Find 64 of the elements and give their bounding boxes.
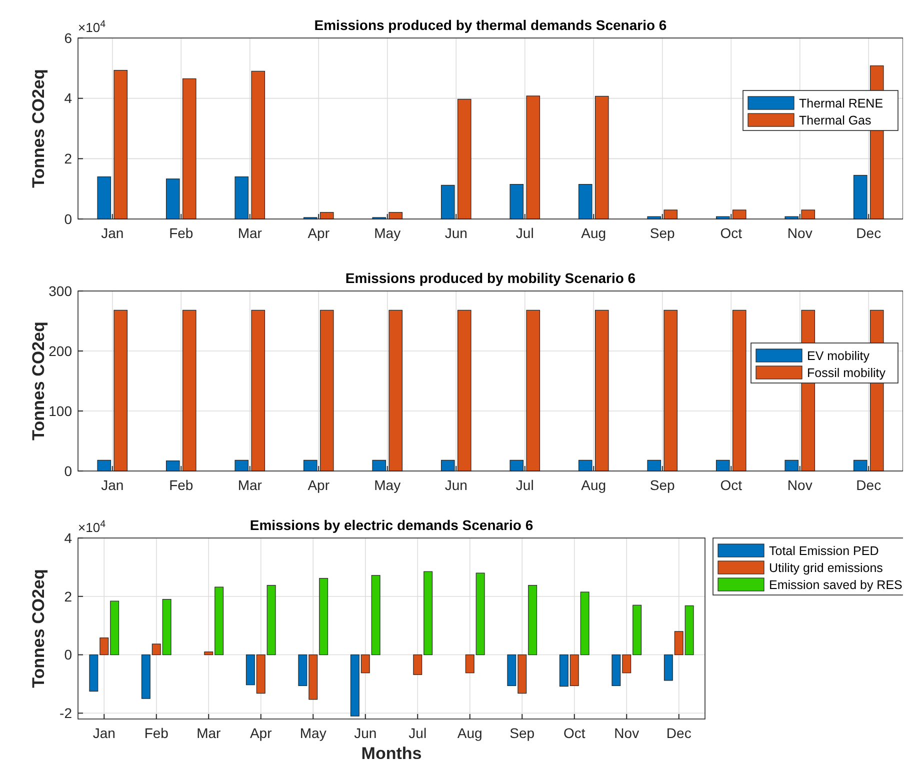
x-tick-label: Mar [238,225,262,241]
legend-label: Fossil mobility [807,366,886,380]
x-tick-label: Mar [238,477,262,493]
chart-title: Emissions produced by mobility Scenario 6 [345,270,636,286]
y-tick-label: 100 [48,402,72,419]
chart-title: Emissions produced by thermal demands Scenario 6 [314,17,667,33]
x-tick-label: Dec [856,477,882,493]
y-tick-label: 300 [48,282,72,299]
legend-label: Utility grid emissions [769,560,883,575]
x-tick-label: Sep [650,477,676,493]
x-tick-label: Oct [720,225,742,241]
x-tick-label: Dec [856,225,882,241]
y-tick-label: 6 [64,30,72,46]
y-tick-label: 200 [48,342,72,359]
y-tick-label: 2 [64,588,72,604]
x-tick-label: Sep [650,225,676,241]
y-tick-label: -2 [60,705,72,722]
x-tick-label: May [300,725,326,741]
legend-label: Total Emission PED [769,544,879,558]
y-axis-title: Tonnes CO2eq [29,322,48,440]
x-tick-label: Nov [614,725,640,741]
x-tick-label: Aug [581,477,606,493]
x-tick-label: May [374,477,401,493]
x-tick-label: Jan [92,725,116,741]
x-tick-label: Aug [457,725,482,741]
x-tick-label: Sep [510,725,535,741]
x-tick-label: Jan [101,477,124,493]
x-tick-label: Oct [720,477,742,493]
x-tick-label: Apr [308,225,330,241]
x-tick-label: Feb [144,725,169,741]
x-tick-label: Jun [354,725,377,741]
x-tick-label: Mar [196,725,222,741]
y-tick-label: 4 [64,90,72,106]
x-tick-label: Feb [169,225,194,241]
y-tick-label: 0 [64,210,72,227]
x-tick-label: Jul [516,477,534,493]
y-tick-label: 0 [64,646,72,663]
x-tick-label: Dec [666,725,692,741]
x-tick-label: May [374,225,401,241]
y-tick-label: 0 [64,462,72,479]
chart-title: Emissions by electric demands Scenario 6 [250,517,534,533]
legend-label: Emission saved by RES [769,578,902,592]
legend-label: EV mobility [807,348,870,363]
x-tick-label: Jun [444,477,468,493]
x-tick-label: Oct [563,725,586,741]
x-tick-label: Jul [408,725,427,741]
x-tick-label: Aug [581,225,606,241]
x-tick-label: Jul [516,225,534,241]
legend-label: Thermal RENE [799,96,884,110]
x-tick-label: Nov [787,477,812,493]
x-tick-label: Feb [169,477,194,493]
text: ×10$^{4}$ [78,518,106,535]
y-axis-title: Tonnes CO2eq [29,69,48,188]
x-tick-label: Apr [308,477,330,493]
text: ×10$^{4}$ [78,18,106,35]
x-tick-label: Nov [787,225,812,241]
x-tick-label: Jun [444,225,468,241]
x-tick-label: Apr [250,725,272,741]
y-axis-title: Tonnes CO2eq [29,569,48,688]
y-tick-label: 2 [64,150,72,167]
legend-label: Thermal Gas [799,113,872,128]
x-tick-label: Jan [101,225,124,241]
x-axis-title: Months [361,744,422,763]
y-tick-label: 4 [64,530,72,546]
